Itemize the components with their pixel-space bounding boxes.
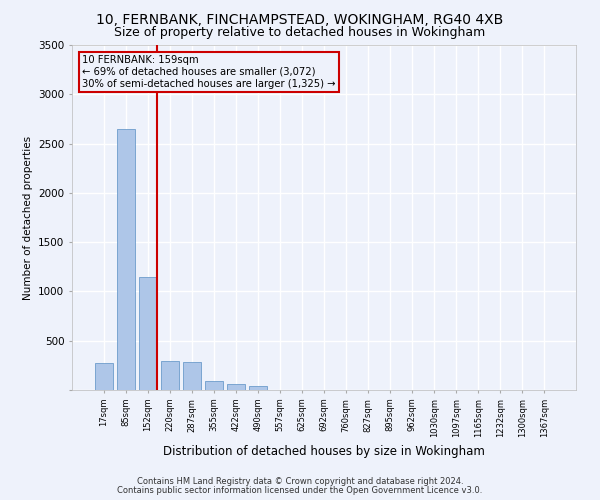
Text: Contains HM Land Registry data © Crown copyright and database right 2024.: Contains HM Land Registry data © Crown c… xyxy=(137,477,463,486)
Text: Contains public sector information licensed under the Open Government Licence v3: Contains public sector information licen… xyxy=(118,486,482,495)
Text: 10, FERNBANK, FINCHAMPSTEAD, WOKINGHAM, RG40 4XB: 10, FERNBANK, FINCHAMPSTEAD, WOKINGHAM, … xyxy=(97,12,503,26)
Text: Size of property relative to detached houses in Wokingham: Size of property relative to detached ho… xyxy=(115,26,485,39)
Text: 10 FERNBANK: 159sqm
← 69% of detached houses are smaller (3,072)
30% of semi-det: 10 FERNBANK: 159sqm ← 69% of detached ho… xyxy=(82,56,335,88)
Bar xyxy=(161,362,179,390)
Bar xyxy=(205,380,223,390)
Y-axis label: Number of detached properties: Number of detached properties xyxy=(23,136,32,300)
Bar xyxy=(227,384,245,390)
Bar xyxy=(117,129,134,390)
Bar xyxy=(183,362,200,390)
Bar xyxy=(95,364,113,390)
Bar xyxy=(249,386,267,390)
X-axis label: Distribution of detached houses by size in Wokingham: Distribution of detached houses by size … xyxy=(163,445,485,458)
Bar xyxy=(139,276,157,390)
